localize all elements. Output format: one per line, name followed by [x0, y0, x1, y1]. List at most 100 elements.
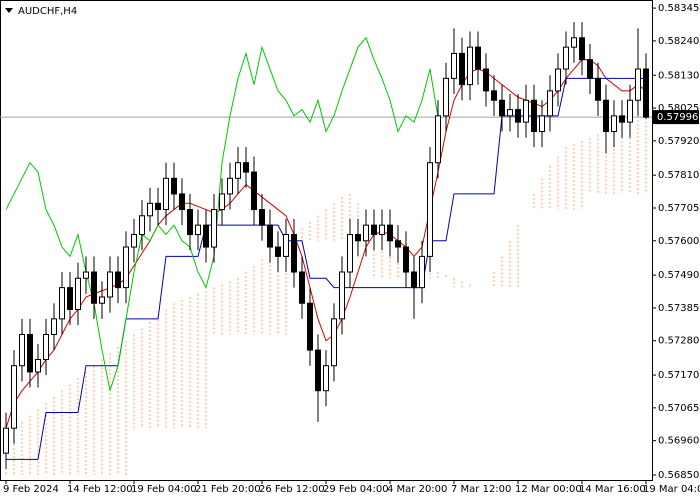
x-tick-label: 19 Mar 04:00 — [643, 484, 700, 495]
x-tick-label: 14 Feb 12:00 — [67, 484, 133, 495]
candle-body — [187, 209, 193, 236]
candle-body — [59, 287, 65, 320]
candle-body — [283, 234, 289, 257]
symbol-menu-icon[interactable] — [5, 8, 13, 13]
candle-body — [555, 68, 561, 92]
candle-body — [203, 224, 209, 248]
plot-frame — [0, 0, 653, 481]
candle-body — [483, 68, 489, 92]
candle-body — [139, 215, 145, 236]
y-tick-label: 0.58025 — [658, 103, 699, 114]
y-tick-label: 0.57920 — [658, 136, 699, 147]
candle-body — [459, 52, 465, 86]
candle-body — [467, 46, 473, 86]
candle-body — [347, 234, 353, 273]
candle-body — [67, 287, 73, 310]
price-tag: 0.57996 — [657, 112, 698, 123]
candle-body — [603, 99, 609, 132]
candle-body — [259, 209, 265, 226]
candle-body — [499, 99, 505, 117]
candle-body — [155, 202, 161, 211]
candle-body — [123, 246, 129, 289]
candle-body — [539, 115, 545, 132]
candle-body — [275, 246, 281, 257]
x-tick-label: 14 Mar 16:00 — [579, 484, 646, 495]
candle-body — [363, 224, 369, 242]
candle-body — [3, 427, 9, 454]
candle-body — [411, 271, 417, 289]
candle-body — [291, 234, 297, 273]
candle-body — [115, 271, 121, 289]
candle-body — [235, 162, 241, 179]
price-tag-bg — [653, 110, 699, 125]
candle-body — [491, 90, 497, 101]
candle-body — [563, 46, 569, 70]
candle-body — [11, 365, 17, 429]
candle-body — [27, 333, 33, 373]
candle-body — [627, 99, 633, 123]
y-tick-label: 0.57170 — [658, 370, 699, 381]
candle-body — [83, 271, 89, 279]
candle-body — [211, 209, 217, 248]
y-tick-label: 0.57600 — [658, 236, 699, 247]
candle-body — [51, 318, 57, 335]
x-tick-label: 29 Feb 04:00 — [323, 484, 389, 495]
candle-body — [75, 277, 81, 310]
candle-body — [243, 162, 249, 173]
candle-body — [147, 202, 153, 217]
x-tick-label: 4 Mar 20:00 — [387, 484, 447, 495]
candle-body — [515, 109, 521, 123]
candle-body — [43, 333, 49, 360]
candle-body — [35, 358, 41, 373]
x-tick-label: 19 Feb 04:00 — [131, 484, 197, 495]
candle-body — [619, 115, 625, 123]
x-tick-label: 26 Feb 12:00 — [259, 484, 325, 495]
candle-body — [587, 59, 593, 79]
candle-body — [571, 37, 577, 48]
candle-body — [107, 271, 113, 298]
candle-body — [171, 177, 177, 195]
x-tick-label: 21 Feb 20:00 — [195, 484, 261, 495]
y-tick-label: 0.57385 — [658, 303, 699, 314]
candle-body — [371, 224, 377, 236]
candle-body — [547, 90, 553, 117]
candle-body — [443, 77, 449, 117]
candle-body — [331, 318, 337, 367]
candle-body — [403, 246, 409, 273]
y-tick-label: 0.58345 — [658, 3, 699, 14]
y-tick-label: 0.57065 — [658, 403, 699, 414]
candle-body — [227, 177, 233, 195]
candle-body — [19, 333, 25, 367]
candle-body — [611, 115, 617, 132]
candle-body — [379, 224, 385, 236]
candle-body — [387, 224, 393, 242]
candle-body — [339, 271, 345, 320]
candle-body — [299, 271, 305, 304]
x-tick-label: 9 Feb 2024 — [3, 484, 59, 495]
candle-body — [179, 193, 185, 211]
y-tick-label: 0.57810 — [658, 170, 699, 181]
candle-body — [523, 99, 529, 123]
candle-body — [635, 68, 641, 101]
candle-body — [355, 234, 361, 242]
candle-body — [195, 224, 201, 236]
candle-body — [315, 349, 321, 392]
candle-body — [435, 115, 441, 164]
candle-body — [579, 37, 585, 61]
chart-title: AUDCHF,H4 — [18, 6, 77, 17]
candle-body — [643, 68, 649, 118]
candle-body — [219, 193, 225, 211]
candle-body — [531, 99, 537, 132]
candle-body — [251, 171, 257, 211]
candle-body — [475, 46, 481, 70]
candle-body — [419, 255, 425, 289]
candle-body — [595, 77, 601, 101]
y-tick-label: 0.56960 — [658, 436, 699, 447]
candle-body — [395, 240, 401, 248]
candle-body — [507, 109, 513, 117]
candle-body — [451, 52, 457, 79]
y-tick-label: 0.57280 — [658, 336, 699, 347]
candle-body — [163, 177, 169, 211]
candle-body — [427, 162, 433, 257]
